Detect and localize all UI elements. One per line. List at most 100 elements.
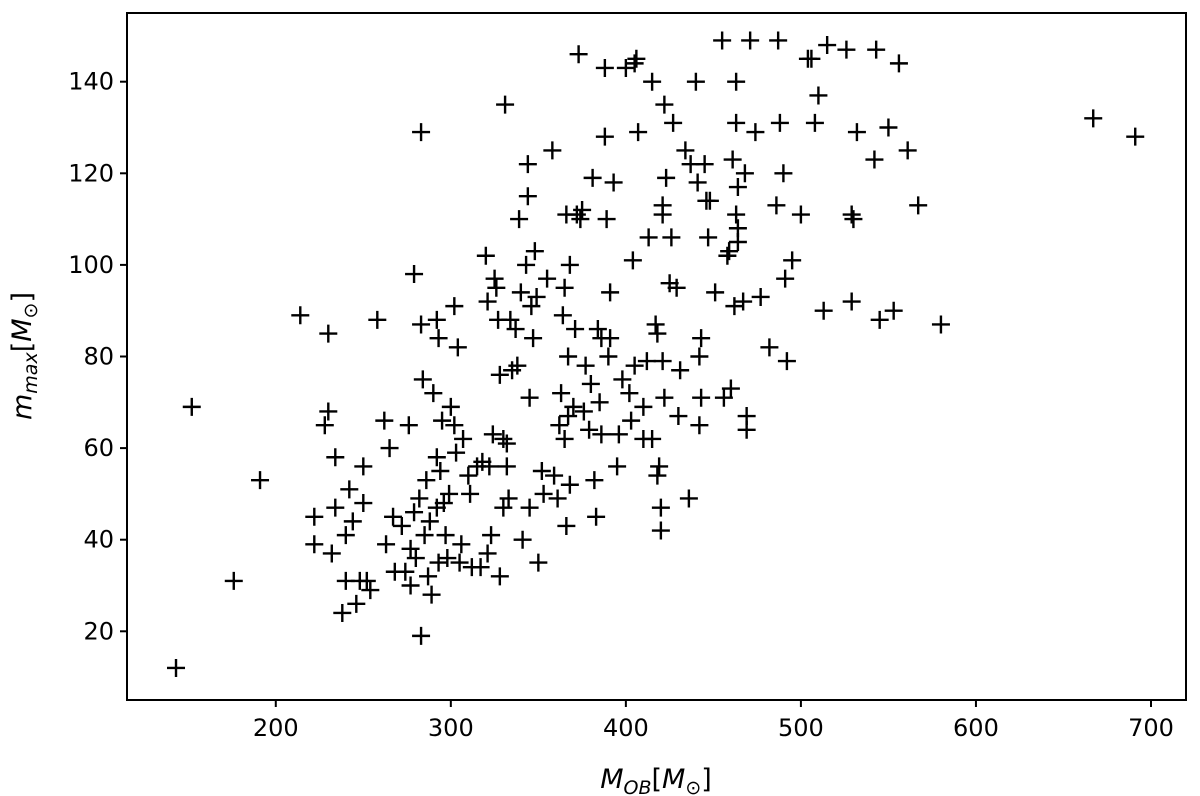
scatter-point-113 xyxy=(545,466,564,485)
scatter-point-9 xyxy=(319,402,338,421)
scatter-point-125 xyxy=(560,475,579,494)
scatter-point-225 xyxy=(777,352,796,371)
scatter-point-49 xyxy=(424,384,443,403)
scatter-point-199 xyxy=(713,31,732,50)
scatter-point-81 xyxy=(485,269,504,288)
scatter-point-70 xyxy=(461,484,480,503)
scatter-point-76 xyxy=(478,544,497,563)
scatter-point-33 xyxy=(399,416,418,435)
scatter-point-221 xyxy=(769,31,788,50)
scatter-point-227 xyxy=(791,205,810,224)
scatter-point-34 xyxy=(401,539,420,558)
scatter-point-231 xyxy=(809,86,828,105)
scatter-point-115 xyxy=(550,416,569,435)
scatter-point-194 xyxy=(695,155,714,174)
scatter-point-234 xyxy=(837,40,856,59)
scatter-point-147 xyxy=(601,283,620,302)
scatter-point-198 xyxy=(706,283,725,302)
scatter-point-145 xyxy=(597,210,616,229)
scatter-point-155 xyxy=(622,411,641,430)
scatter-point-212 xyxy=(734,292,753,311)
scatter-point-139 xyxy=(588,320,607,339)
scatter-point-53 xyxy=(429,329,448,348)
scatter-point-137 xyxy=(585,471,604,490)
scatter-point-201 xyxy=(718,246,737,265)
scatter-point-100 xyxy=(518,155,537,174)
scatter-point-12 xyxy=(326,448,345,467)
scatter-point-175 xyxy=(653,352,672,371)
x-tick-label-300: 300 xyxy=(428,714,474,742)
scatter-point-56 xyxy=(433,411,452,430)
scatter-point-6 xyxy=(305,507,324,526)
scatter-point-219 xyxy=(760,338,779,357)
scatter-point-226 xyxy=(783,251,802,270)
x-tick-label-700: 700 xyxy=(1128,714,1174,742)
scatter-point-163 xyxy=(637,352,656,371)
scatter-point-178 xyxy=(657,168,676,187)
scatter-point-215 xyxy=(737,407,756,426)
scatter-point-21 xyxy=(354,494,373,513)
scatter-point-186 xyxy=(679,489,698,508)
scatter-point-106 xyxy=(525,242,544,261)
scatter-point-235 xyxy=(842,205,861,224)
scatter-point-182 xyxy=(667,278,686,297)
scatter-point-123 xyxy=(559,347,578,366)
scatter-point-218 xyxy=(751,287,770,306)
scatter-point-220 xyxy=(767,196,786,215)
scatter-point-103 xyxy=(520,498,539,517)
scatter-point-172 xyxy=(651,498,670,517)
scatter-point-191 xyxy=(690,347,709,366)
scatter-point-118 xyxy=(555,278,574,297)
scatter-point-82 xyxy=(487,278,506,297)
scatter-point-37 xyxy=(405,503,424,522)
scatter-point-237 xyxy=(844,210,863,229)
scatter-point-171 xyxy=(651,521,670,540)
x-tick-label-500: 500 xyxy=(778,714,824,742)
scatter-point-92 xyxy=(501,310,520,329)
scatter-point-170 xyxy=(650,457,669,476)
scatter-point-130 xyxy=(571,210,590,229)
scatter-point-193 xyxy=(692,329,711,348)
scatter-point-101 xyxy=(518,187,537,206)
scatter-point-50 xyxy=(427,310,446,329)
scatter-point-185 xyxy=(676,141,695,160)
scatter-point-239 xyxy=(865,150,884,169)
scatter-point-150 xyxy=(608,457,627,476)
x-axis-ticks: 200 300 400 500 600 700 xyxy=(253,700,1174,742)
scatter-point-206 xyxy=(727,72,746,91)
y-tick-label-60: 60 xyxy=(83,434,114,462)
scatter-point-136 xyxy=(583,168,602,187)
scatter-point-196 xyxy=(699,228,718,247)
scatter-point-65 xyxy=(448,338,467,357)
scatter-point-229 xyxy=(802,49,821,68)
scatter-point-60 xyxy=(440,484,459,503)
scatter-points xyxy=(167,31,1145,677)
scatter-point-140 xyxy=(590,393,609,412)
scatter-point-205 xyxy=(725,297,744,316)
scatter-point-29 xyxy=(384,507,403,526)
scatter-point-162 xyxy=(634,397,653,416)
scatter-point-152 xyxy=(613,370,632,389)
scatter-point-23 xyxy=(357,571,376,590)
scatter-point-211 xyxy=(728,233,747,251)
scatter-point-44 xyxy=(415,526,434,545)
scatter-point-63 xyxy=(445,297,464,316)
scatter-point-10 xyxy=(319,324,338,343)
scatter-point-188 xyxy=(686,72,705,91)
scatter-point-223 xyxy=(774,164,793,183)
scatter-point-59 xyxy=(438,549,457,568)
scatter-point-19 xyxy=(347,594,366,613)
scatter-point-165 xyxy=(643,72,662,91)
scatter-point-158 xyxy=(625,54,644,73)
scatter-point-97 xyxy=(511,283,530,302)
scatter-point-58 xyxy=(436,526,455,545)
scatter-point-28 xyxy=(380,439,399,458)
scatter-point-46 xyxy=(419,567,438,586)
scatter-point-135 xyxy=(581,374,600,393)
scatter-point-116 xyxy=(552,384,571,403)
scatter-point-67 xyxy=(452,535,471,554)
scatter-point-79 xyxy=(482,526,501,545)
scatter-point-127 xyxy=(566,320,585,339)
scatter-point-153 xyxy=(616,58,635,77)
scatter-point-88 xyxy=(496,95,515,114)
